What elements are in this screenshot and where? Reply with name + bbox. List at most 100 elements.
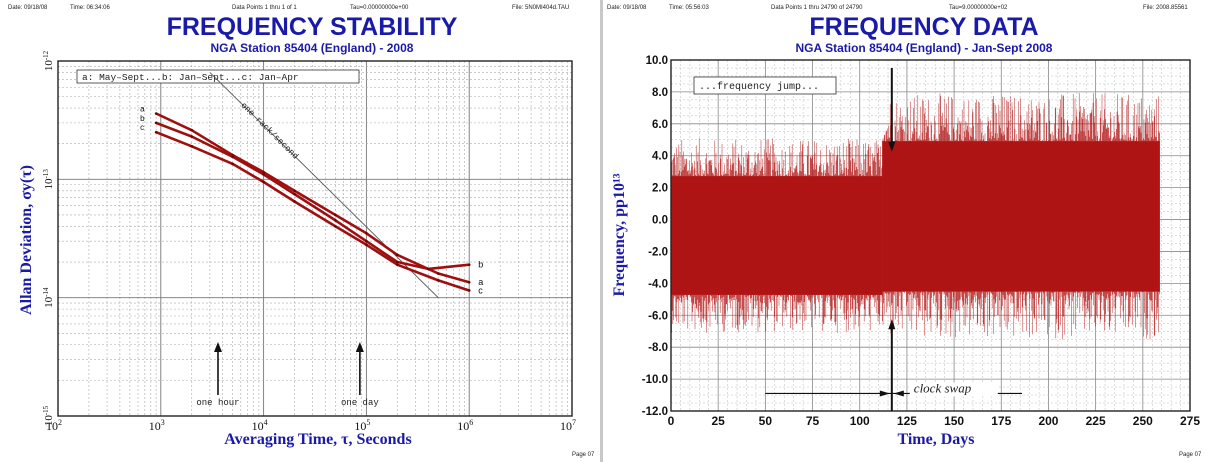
swap-range-arrow-left <box>879 390 890 397</box>
x-tick-label: 275 <box>1180 414 1200 428</box>
frequency-jump-box: ...frequency jump... <box>693 76 837 95</box>
series-line-b <box>155 121 470 271</box>
chart-title: FREQUENCY STABILITY <box>167 13 458 41</box>
x-tick-label: 105 <box>354 418 370 433</box>
y-tick-label: -12.0 <box>642 406 668 418</box>
data-point-b <box>190 135 194 138</box>
data-point-b <box>365 239 368 243</box>
page-mark: Page 07 <box>572 452 595 458</box>
data-point-c <box>262 180 265 184</box>
y-tick-labels: 10.0 8.0 6.0 4.0 2.0 0.0 -2.0 -4.0 -6.0 -8.0 -10.0… <box>642 55 668 418</box>
page-mark: Page 07 <box>1179 452 1202 458</box>
data-point-c <box>154 130 158 134</box>
data-point-c <box>467 289 471 292</box>
chart-subtitle: NGA Station 85404 (England) - 2008 <box>211 41 414 55</box>
frequency-chart: Date: 09/18/08 Time: 05:56:03 Data Point… <box>607 5 1202 458</box>
annotations: clock swap <box>765 68 1023 411</box>
annotations: one hour one day <box>196 342 379 408</box>
data-point-a <box>396 253 399 257</box>
data-point-b <box>334 219 337 222</box>
header-file: File: 5N0MI404d.TAU <box>512 5 569 11</box>
data-point-a <box>293 189 296 193</box>
series-label-end-c: c <box>478 285 483 295</box>
stability-chart: Date: 09/18/08 Time: 06:34:06 Data Point… <box>8 5 595 458</box>
y-tick-label: 6.0 <box>652 119 668 131</box>
swap-range-arrow-right <box>893 390 904 397</box>
y-axis-label: Allan Deviation, σy(τ) <box>18 165 35 315</box>
data-point-b <box>262 173 265 176</box>
x-tick-label: 200 <box>1038 414 1058 428</box>
x-tick-label: 25 <box>712 414 726 428</box>
x-tick-label: 107 <box>560 418 576 433</box>
y-tick-label: 10.0 <box>646 55 668 67</box>
series-label-start-a: a <box>140 105 145 114</box>
data-point-b <box>231 155 234 159</box>
x-tick-label: 100 <box>850 414 870 428</box>
data-point-a <box>365 231 368 235</box>
x-tick-label: 150 <box>944 414 964 428</box>
data-point-c <box>436 279 440 282</box>
annotation-label: one hour <box>196 398 239 408</box>
data-point-c <box>190 145 194 148</box>
x-tick-label: 75 <box>806 414 820 428</box>
y-tick-labels: 10-12 10-13 10-14 10-15 <box>42 50 55 426</box>
data-point-a <box>467 280 471 284</box>
y-tick-label: -4.0 <box>648 278 668 290</box>
y-tick-label: 0.0 <box>652 215 668 227</box>
header-date: Date: 09/18/08 <box>8 5 48 11</box>
data-point-c <box>396 263 399 266</box>
grid <box>57 61 572 417</box>
y-tick-label: 10-15 <box>42 405 55 426</box>
header-date: Date: 09/18/08 <box>607 5 647 11</box>
chart-title: FREQUENCY DATA <box>809 13 1038 41</box>
y-tick-label: -10.0 <box>642 374 668 386</box>
legend-text: a: May–Sept...b: Jan–Sept...c: Jan–Apr <box>82 72 299 83</box>
clock-swap-label: clock swap <box>914 380 972 395</box>
series-label-start-c: c <box>140 123 144 132</box>
y-tick-label: -8.0 <box>648 342 668 354</box>
header-points: Data Points 1 thru 24790 of 24790 <box>771 5 863 11</box>
x-tick-labels: 0 25 50 75 100 125 150 175 200 225 250 275 <box>668 414 1201 428</box>
jump-arrowhead <box>888 141 896 152</box>
y-tick-label: 10-13 <box>42 169 55 190</box>
panel-divider <box>600 0 603 462</box>
y-tick-label: -6.0 <box>648 310 668 322</box>
x-tick-label: 175 <box>991 414 1011 428</box>
data-point-a <box>190 128 194 132</box>
annotation-arrowhead <box>355 342 364 352</box>
legend-box: a: May–Sept...b: Jan–Sept...c: Jan–Apr <box>76 69 360 84</box>
series-line-c <box>155 130 470 292</box>
plot-frame <box>670 59 1191 412</box>
header-tau: Tau=0.00000000e+00 <box>350 5 409 11</box>
x-tick-labels: 102 103 104 105 106 107 <box>46 418 576 433</box>
y-tick-label: 2.0 <box>652 183 668 195</box>
header-points: Data Points 1 thru 1 of 1 <box>232 5 297 11</box>
data-point-c <box>293 200 296 203</box>
swap-arrowhead <box>888 319 896 330</box>
frequency-series <box>670 92 1160 340</box>
series-label-start-b: b <box>140 114 145 123</box>
x-tick-label: 104 <box>252 418 268 433</box>
header-file: File: 2008.85561 <box>1143 5 1188 11</box>
data-point-a <box>154 112 158 115</box>
x-tick-label: 125 <box>897 414 917 428</box>
data-point-c <box>334 225 337 228</box>
x-tick-label: 0 <box>668 414 675 428</box>
series-label-end-a: a <box>478 277 483 287</box>
x-tick-label: 225 <box>1086 414 1106 428</box>
y-tick-label: 10-12 <box>42 50 55 71</box>
y-tick-label: 8.0 <box>652 87 668 99</box>
x-tick-label: 250 <box>1133 414 1153 428</box>
reference-line <box>209 72 439 298</box>
annotation-arrowhead <box>213 342 222 352</box>
data-point-a <box>436 272 440 275</box>
data-point-b <box>154 121 158 125</box>
x-axis-label: Averaging Time, τ, Seconds <box>224 431 411 448</box>
x-tick-label: 102 <box>46 418 62 433</box>
noise-spikes-1 <box>882 92 1160 340</box>
header-time: Time: 06:34:06 <box>70 5 110 11</box>
data-point-b <box>396 260 399 264</box>
x-tick-label: 106 <box>457 418 473 433</box>
data-point-b <box>293 192 296 196</box>
